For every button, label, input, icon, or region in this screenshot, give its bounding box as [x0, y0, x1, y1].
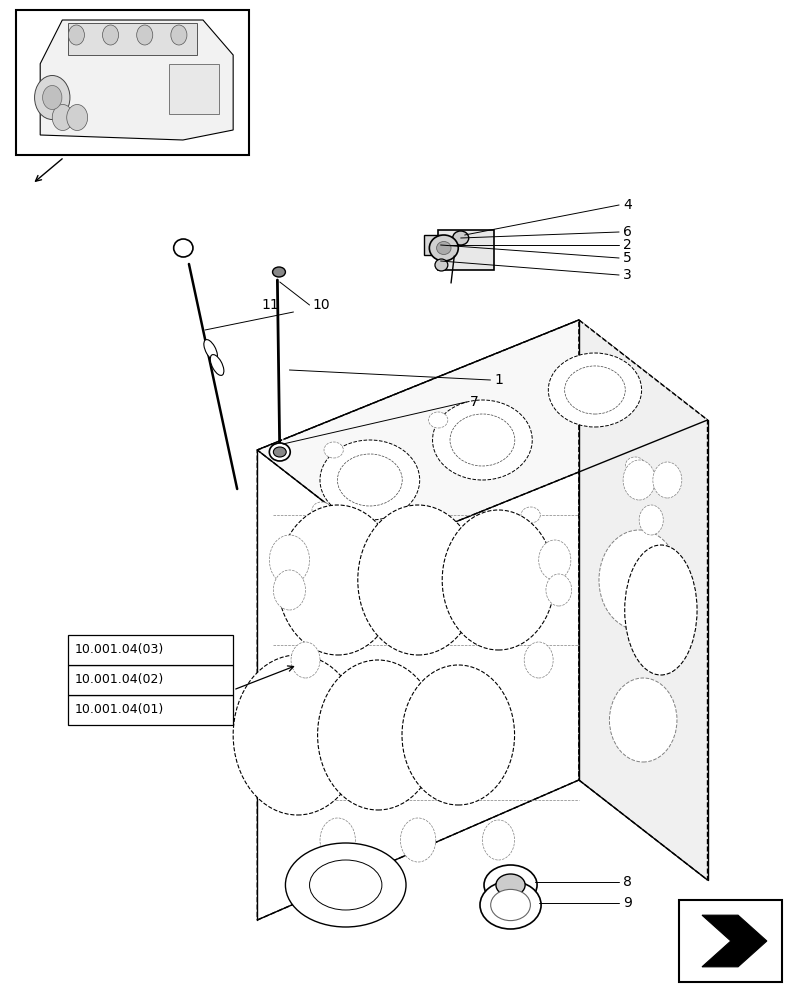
Ellipse shape [548, 353, 641, 427]
Ellipse shape [624, 545, 696, 675]
Ellipse shape [598, 530, 679, 630]
Bar [169, 64, 218, 114]
Circle shape [400, 818, 435, 862]
Ellipse shape [324, 442, 343, 458]
Ellipse shape [442, 510, 554, 650]
Ellipse shape [210, 355, 223, 375]
Ellipse shape [402, 665, 514, 805]
Bar [68, 635, 233, 665]
Ellipse shape [495, 874, 524, 896]
Ellipse shape [450, 414, 514, 466]
Ellipse shape [625, 457, 644, 473]
Ellipse shape [173, 239, 193, 257]
Circle shape [269, 535, 309, 585]
Text: 1: 1 [494, 373, 503, 387]
Circle shape [273, 570, 305, 610]
Text: 2: 2 [622, 238, 631, 252]
Circle shape [67, 104, 88, 130]
Circle shape [652, 462, 681, 498]
Ellipse shape [436, 241, 450, 254]
Circle shape [68, 25, 84, 45]
Text: 4: 4 [622, 198, 631, 212]
Text: 5: 5 [622, 251, 631, 265]
Polygon shape [257, 320, 707, 550]
Ellipse shape [416, 547, 435, 563]
Polygon shape [438, 230, 494, 270]
Text: 3: 3 [622, 268, 631, 282]
Circle shape [545, 574, 571, 606]
Polygon shape [40, 20, 233, 140]
Ellipse shape [309, 860, 381, 910]
Ellipse shape [285, 843, 406, 927]
Ellipse shape [204, 340, 217, 360]
Ellipse shape [277, 505, 397, 655]
Text: 10: 10 [312, 298, 329, 312]
Ellipse shape [479, 881, 540, 929]
Ellipse shape [520, 507, 540, 523]
Circle shape [622, 460, 654, 500]
Ellipse shape [233, 655, 361, 815]
Text: 10.001.04(02): 10.001.04(02) [75, 674, 164, 686]
Ellipse shape [357, 505, 478, 655]
Circle shape [52, 104, 73, 130]
Circle shape [43, 86, 62, 109]
Bar [679, 900, 781, 982]
Ellipse shape [273, 447, 286, 457]
Ellipse shape [272, 267, 285, 277]
Text: 9: 9 [622, 896, 631, 910]
Bar [68, 665, 233, 695]
Ellipse shape [337, 454, 402, 506]
Polygon shape [578, 320, 707, 880]
Ellipse shape [320, 440, 419, 520]
Bar [16, 10, 249, 155]
Text: 7: 7 [470, 395, 479, 409]
Polygon shape [68, 23, 197, 55]
Ellipse shape [434, 259, 447, 271]
Polygon shape [701, 915, 766, 967]
Ellipse shape [312, 502, 331, 518]
Circle shape [35, 76, 70, 119]
Ellipse shape [452, 231, 468, 245]
Circle shape [291, 642, 320, 678]
Circle shape [171, 25, 186, 45]
Ellipse shape [269, 443, 290, 461]
Circle shape [638, 505, 662, 535]
Text: 11: 11 [261, 298, 279, 312]
Ellipse shape [429, 235, 458, 261]
Ellipse shape [609, 678, 676, 762]
Text: 10.001.04(01): 10.001.04(01) [75, 704, 164, 716]
Text: 8: 8 [622, 875, 631, 889]
Ellipse shape [428, 412, 447, 428]
Ellipse shape [432, 400, 532, 480]
Text: 6: 6 [622, 225, 631, 239]
Ellipse shape [564, 366, 625, 414]
Polygon shape [257, 320, 578, 920]
Ellipse shape [317, 660, 438, 810]
Ellipse shape [490, 889, 530, 921]
Circle shape [137, 25, 153, 45]
Circle shape [482, 820, 514, 860]
Polygon shape [423, 235, 440, 255]
Ellipse shape [483, 865, 536, 905]
Text: 10.001.04(03): 10.001.04(03) [75, 644, 164, 656]
Circle shape [538, 540, 570, 580]
Circle shape [103, 25, 119, 45]
Bar [68, 695, 233, 725]
Circle shape [320, 818, 355, 862]
Circle shape [524, 642, 552, 678]
